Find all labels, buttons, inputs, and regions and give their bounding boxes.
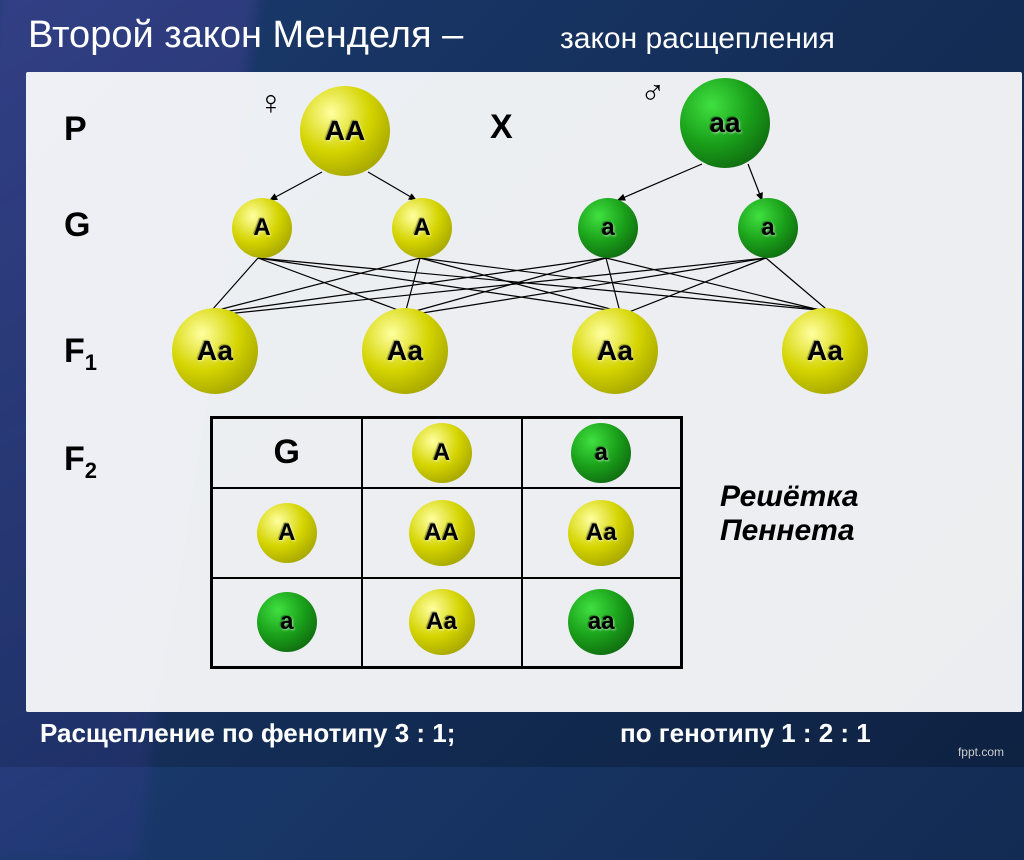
footer-phenotype: Расщепление по фенотипу 3 : 1; bbox=[40, 718, 455, 749]
genotype-ball: Аа bbox=[362, 308, 448, 394]
genotype-ball: АА bbox=[409, 500, 475, 566]
genotype-ball: Аа bbox=[409, 589, 475, 655]
row-label-f1: F1 bbox=[64, 332, 97, 376]
female-icon: ♀ bbox=[258, 84, 284, 123]
genotype-ball: аа bbox=[568, 589, 634, 655]
genotype-ball: а bbox=[578, 198, 638, 258]
genotype-ball: А bbox=[232, 198, 292, 258]
genotype-ball: а bbox=[571, 423, 631, 483]
footer-genotype: по генотипу 1 : 2 : 1 bbox=[620, 718, 871, 749]
genotype-ball: Аа bbox=[568, 500, 634, 566]
genotype-ball: А bbox=[257, 503, 317, 563]
genotype-ball: Аа bbox=[782, 308, 868, 394]
genotype-ball: Аа bbox=[172, 308, 258, 394]
row-label-f2: F2 bbox=[64, 440, 97, 484]
genotype-ball: аа bbox=[680, 78, 770, 168]
punnett-label: Решётка Пеннета bbox=[720, 480, 859, 548]
slide-title: Второй закон Менделя – bbox=[28, 14, 463, 57]
male-icon: ♂ bbox=[640, 74, 666, 113]
genotype-ball: Аа bbox=[572, 308, 658, 394]
watermark: fppt.com bbox=[958, 745, 1004, 759]
genotype-ball: а bbox=[738, 198, 798, 258]
slide-subtitle: закон расщепления bbox=[560, 22, 835, 56]
genotype-ball: АА bbox=[300, 86, 390, 176]
row-label-p: P bbox=[64, 110, 87, 149]
punnett-square: GАаААААааАааа bbox=[210, 416, 683, 669]
genotype-ball: А bbox=[392, 198, 452, 258]
row-label-g: G bbox=[64, 206, 90, 245]
cross-symbol: X bbox=[490, 108, 513, 147]
genotype-ball: а bbox=[257, 592, 317, 652]
genotype-ball: А bbox=[412, 423, 472, 483]
